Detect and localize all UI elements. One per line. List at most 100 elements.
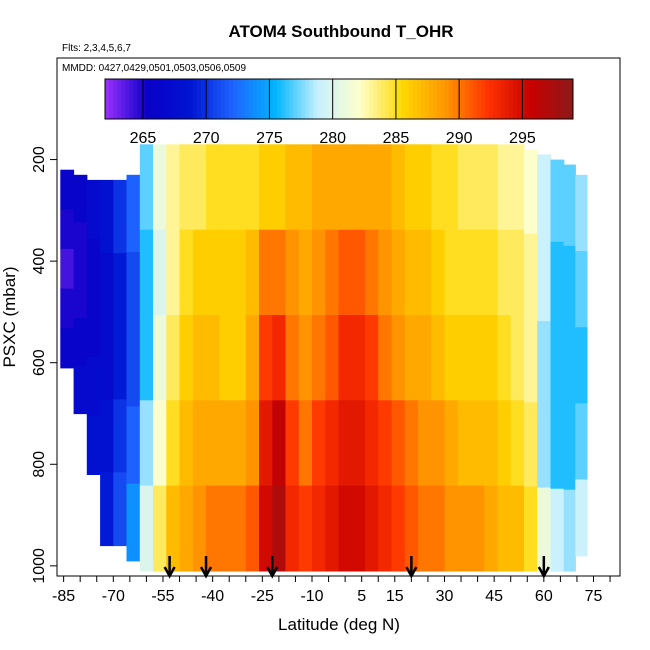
heat-cell: [219, 229, 234, 316]
colorbar-swatch: [333, 79, 338, 119]
colorbar-tick-label: 265: [130, 130, 157, 147]
heat-cell: [126, 483, 141, 562]
colorbar-swatch: [405, 79, 410, 119]
heat-cell: [179, 315, 194, 401]
colorbar-swatch: [269, 79, 274, 119]
profile-column: [537, 154, 551, 572]
heat-cell: [457, 485, 472, 572]
profile-column: [365, 144, 379, 572]
heat-cell: [497, 400, 512, 487]
colorbar-swatch: [313, 79, 318, 119]
x-tick-label: -55: [151, 588, 174, 605]
ground-arrow: [199, 556, 213, 579]
heat-cell: [113, 399, 128, 473]
colorbar-swatch: [417, 79, 422, 119]
heat-cell: [365, 485, 379, 572]
colorbar-swatch: [561, 79, 566, 119]
colorbar-swatch: [213, 79, 218, 119]
profile-column: [378, 144, 392, 572]
colorbar-swatch: [329, 79, 334, 119]
colorbar-swatch: [201, 79, 206, 119]
profile-column: [100, 179, 114, 547]
colorbar-swatch: [345, 79, 350, 119]
colorbar-swatch: [541, 79, 546, 119]
heat-cell: [537, 237, 551, 322]
colorbar-swatch: [301, 79, 306, 119]
colorbar-swatch: [533, 79, 538, 119]
colorbar-swatch: [505, 79, 510, 119]
colorbar-swatch: [425, 79, 430, 119]
colorbar-swatch: [265, 79, 270, 119]
heat-cell: [100, 326, 114, 400]
colorbar-swatch: [521, 79, 526, 119]
heat-cell: [418, 144, 432, 231]
heat-cell: [365, 144, 379, 231]
colorbar-swatch: [445, 79, 450, 119]
heat-cell: [378, 315, 392, 401]
heat-cell: [73, 365, 88, 415]
profile-column: [391, 144, 406, 572]
heat-cell: [166, 315, 181, 401]
heat-cell: [73, 270, 88, 319]
heat-cell: [391, 144, 406, 231]
heat-cell: [60, 169, 75, 210]
profile-column: [219, 144, 234, 572]
colorbar-swatch: [133, 79, 138, 119]
heat-cell: [338, 400, 353, 487]
heat-cell: [139, 315, 154, 401]
heat-cell: [550, 406, 565, 490]
heat-cell: [259, 485, 273, 572]
colorbar-swatch: [221, 79, 226, 119]
colorbar-swatch: [149, 79, 154, 119]
heat-cell: [312, 144, 326, 231]
plot-frame: [56, 57, 621, 577]
heat-cell: [338, 485, 353, 572]
colorbar-swatch: [357, 79, 362, 119]
heat-cell: [351, 315, 366, 401]
heat-cell: [272, 315, 287, 401]
colorbar-swatch: [153, 79, 158, 119]
colorbar-swatch: [189, 79, 194, 119]
heat-cell: [179, 400, 194, 487]
colorbar-tick-label: 290: [446, 130, 473, 147]
colorbar-swatch: [197, 79, 202, 119]
colorbar-swatch: [273, 79, 278, 119]
colorbar-swatch: [537, 79, 542, 119]
heat-cell: [153, 315, 167, 401]
heat-cell: [312, 229, 326, 316]
colorbar-swatch: [205, 79, 210, 119]
heat-cell: [563, 408, 576, 491]
heat-cell: [418, 229, 432, 316]
profile-column: [550, 159, 565, 572]
heat-cell: [219, 144, 234, 231]
heat-cell: [351, 485, 366, 572]
colorbar-swatch: [393, 79, 398, 119]
colorbar-swatch: [377, 79, 382, 119]
colorbar-swatch: [529, 79, 534, 119]
profile-column: [404, 144, 419, 572]
colorbar-swatch: [557, 79, 562, 119]
heat-cell: [575, 251, 588, 328]
profile-column: [232, 144, 247, 572]
colorbar-swatch: [473, 79, 478, 119]
colorbar-swatch: [497, 79, 502, 119]
heat-cell: [100, 253, 114, 327]
colorbar-swatch: [429, 79, 434, 119]
x-axis-label: Latitude (deg N): [278, 615, 400, 634]
heat-cell: [338, 315, 353, 401]
heat-cell: [431, 315, 445, 401]
heat-cell: [245, 229, 260, 316]
x-tick-label: 60: [535, 588, 553, 605]
profile-column: [338, 144, 353, 572]
heat-cell: [285, 315, 300, 401]
dates-subtitle: MMDD: 0427,0429,0501,0503,0506,0509: [62, 63, 246, 74]
colorbar-swatch: [337, 79, 342, 119]
colorbar-swatch: [125, 79, 130, 119]
colorbar-swatch: [289, 79, 294, 119]
heat-cell: [575, 327, 588, 404]
heat-cell: [139, 144, 154, 231]
heat-cell: [404, 485, 419, 572]
profile-column: [298, 144, 313, 572]
heat-cell: [563, 327, 576, 410]
